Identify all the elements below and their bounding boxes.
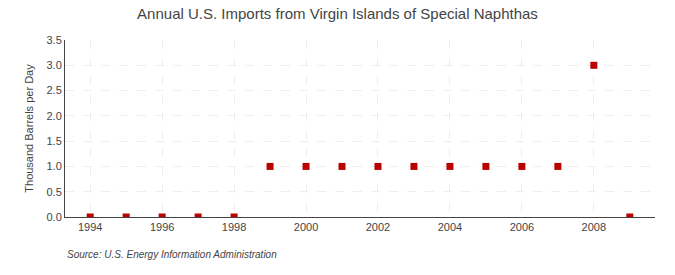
svg-text:2008: 2008 bbox=[582, 221, 606, 233]
svg-text:2.5: 2.5 bbox=[47, 84, 62, 96]
svg-text:2004: 2004 bbox=[438, 221, 462, 233]
svg-text:2002: 2002 bbox=[366, 221, 390, 233]
svg-text:3.5: 3.5 bbox=[47, 34, 62, 46]
svg-text:3.0: 3.0 bbox=[47, 59, 62, 71]
svg-text:Thousand Barrels per Day: Thousand Barrels per Day bbox=[23, 64, 35, 193]
svg-text:1998: 1998 bbox=[222, 221, 246, 233]
svg-text:2.0: 2.0 bbox=[47, 110, 62, 122]
svg-text:1.0: 1.0 bbox=[47, 160, 62, 172]
svg-text:0.0: 0.0 bbox=[47, 211, 62, 223]
svg-text:1.5: 1.5 bbox=[47, 135, 62, 147]
svg-text:2006: 2006 bbox=[510, 221, 534, 233]
svg-text:Annual U.S. Imports from Virgi: Annual U.S. Imports from Virgin Islands … bbox=[137, 5, 538, 22]
svg-text:0.5: 0.5 bbox=[47, 186, 62, 198]
svg-text:Source: U.S. Energy Informatio: Source: U.S. Energy Information Administ… bbox=[67, 249, 277, 260]
svg-text:1994: 1994 bbox=[78, 221, 102, 233]
svg-text:2000: 2000 bbox=[294, 221, 318, 233]
svg-text:1996: 1996 bbox=[150, 221, 174, 233]
